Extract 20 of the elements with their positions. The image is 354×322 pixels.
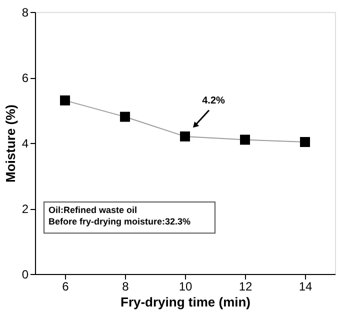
x-tick-label: 12: [238, 280, 252, 294]
annotation: Oil:Refined waste oil: [48, 205, 138, 216]
y-tick-label: 2: [22, 202, 29, 216]
x-axis-title: Fry-drying time (min): [120, 294, 251, 310]
annotation: 4.2%: [202, 95, 226, 106]
point: [180, 131, 190, 142]
point: [120, 112, 130, 122]
x-tick-label: 6: [62, 280, 70, 294]
y-tick-label: 0: [22, 268, 29, 282]
annotation: Before fry-drying moisture:32.3%: [48, 216, 191, 227]
x-tick-label: 8: [122, 280, 130, 294]
y-axis-title: Moisture (%): [2, 104, 18, 182]
point: [240, 134, 250, 145]
y-tick-label: 6: [22, 71, 29, 85]
y-tick-label: 8: [22, 6, 29, 20]
point: [60, 95, 70, 106]
point: [300, 137, 310, 148]
x-tick-label: 14: [298, 280, 312, 294]
y-tick-label: 4: [22, 136, 29, 150]
x-tick-label: 10: [178, 280, 192, 294]
